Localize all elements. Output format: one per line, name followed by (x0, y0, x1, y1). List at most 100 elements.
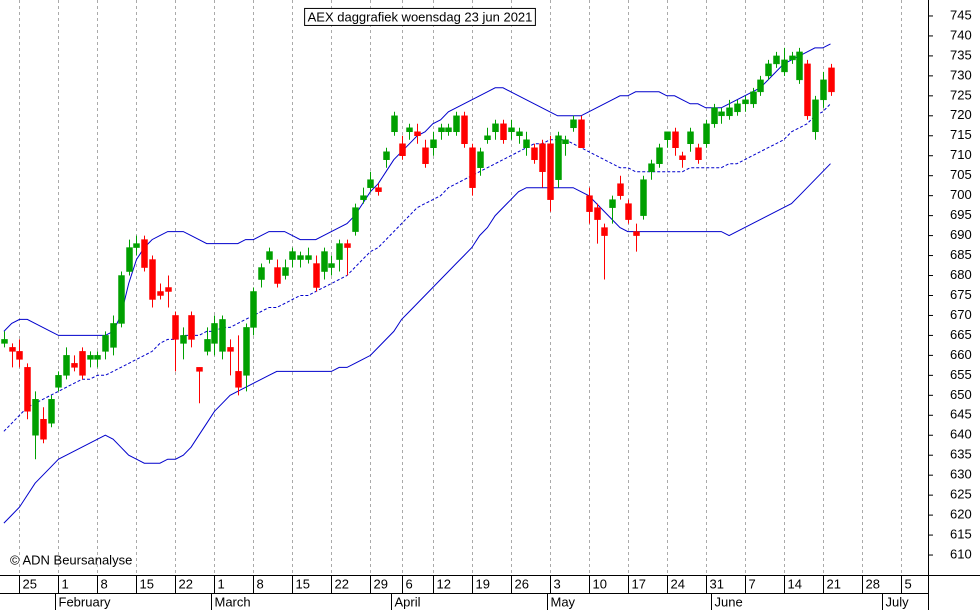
candle-body (679, 155, 686, 160)
candle-body (383, 151, 390, 160)
x-tick-label: 10 (593, 576, 607, 591)
candle-body (477, 151, 484, 168)
candle-body (796, 51, 803, 81)
candle-body (321, 251, 328, 272)
candle-body (32, 399, 39, 436)
candle-body (126, 247, 133, 272)
candle-body (804, 63, 811, 117)
candle-body (672, 131, 679, 148)
candle-body (149, 259, 156, 300)
candle-body (1, 339, 8, 344)
band-line (3, 103, 831, 432)
month-label: July (886, 594, 910, 609)
candle-body (601, 227, 608, 236)
candle-body (40, 419, 47, 440)
candle-body (219, 319, 226, 352)
candle-body (274, 267, 281, 284)
chart-title: AEX daggrafiek woensdag 23 jun 2021 (308, 9, 533, 24)
candle-body (196, 367, 203, 372)
y-tick-label: 630 (950, 467, 972, 482)
month-label: June (715, 594, 743, 609)
candle-body (633, 231, 640, 236)
x-tick-label: 14 (788, 576, 802, 591)
candle-body (328, 263, 335, 268)
x-tick-label: 26 (515, 576, 529, 591)
candle-body (718, 111, 725, 117)
band-line (3, 163, 831, 524)
x-tick-label: 22 (335, 576, 349, 591)
candle-body (664, 131, 671, 141)
candle-body (141, 239, 148, 268)
candle-body (133, 243, 140, 248)
candle-body (266, 251, 273, 260)
x-tick-label: 17 (632, 576, 646, 591)
candle-body (180, 335, 187, 344)
y-tick-label: 655 (950, 367, 972, 382)
y-tick-label: 665 (950, 327, 972, 342)
candle-body (773, 55, 780, 65)
candle-body (570, 119, 577, 129)
candle-body (375, 187, 382, 192)
candle-body (586, 195, 593, 212)
candle-body (516, 131, 523, 137)
x-tick-label: 6 (406, 576, 413, 591)
candle-body (750, 91, 757, 105)
month-label: February (59, 594, 112, 609)
candle-body (461, 115, 468, 145)
candle-body (336, 243, 343, 260)
candle-body (523, 139, 530, 148)
y-tick-label: 720 (950, 107, 972, 122)
candle-body (55, 375, 62, 388)
candle-body (250, 291, 257, 328)
y-tick-label: 705 (950, 167, 972, 182)
candle-body (820, 79, 827, 101)
candle-body (492, 123, 499, 133)
y-tick-label: 650 (950, 387, 972, 402)
candle-body (391, 115, 398, 133)
candle-body (726, 107, 733, 117)
candle-body (531, 147, 538, 160)
candle-body (617, 183, 624, 196)
candle-body (547, 143, 554, 200)
x-tick-label: 19 (476, 576, 490, 591)
x-tick-label: 1 (218, 576, 225, 591)
candle-body (438, 127, 445, 133)
y-tick-label: 640 (950, 427, 972, 442)
y-tick-label: 745 (950, 7, 972, 22)
candle-body (344, 243, 351, 248)
y-tick-label: 680 (950, 267, 972, 282)
x-tick-label: 24 (671, 576, 685, 591)
x-tick-label: 28 (866, 576, 880, 591)
candle-body (79, 351, 86, 376)
y-tick-label: 620 (950, 507, 972, 522)
y-tick-label: 730 (950, 67, 972, 82)
candle-body (243, 327, 250, 376)
candle-body (9, 347, 16, 352)
y-tick-label: 675 (950, 287, 972, 302)
y-tick-label: 690 (950, 227, 972, 242)
y-tick-label: 715 (950, 127, 972, 142)
candle-body (406, 127, 413, 133)
candle-body (828, 67, 835, 93)
candle-body (648, 163, 655, 172)
candle-body (305, 255, 312, 260)
candle-body (812, 99, 819, 133)
x-tick-label: 5 (905, 576, 912, 591)
candle-body (289, 251, 296, 260)
candle-body (360, 195, 367, 200)
candle-body (110, 323, 117, 348)
candle-body (399, 143, 406, 156)
candle-body (445, 127, 452, 133)
y-tick-label: 615 (950, 527, 972, 542)
candle-body (703, 123, 710, 144)
y-tick-label: 685 (950, 247, 972, 262)
candle-body (172, 315, 179, 340)
y-tick-label: 740 (950, 27, 972, 42)
candle-body (235, 371, 242, 388)
candle-body (102, 335, 109, 352)
y-tick-label: 625 (950, 487, 972, 502)
candle-body (422, 147, 429, 164)
x-tick-label: 8 (257, 576, 264, 591)
y-tick-label: 735 (950, 47, 972, 62)
y-tick-label: 660 (950, 347, 972, 362)
